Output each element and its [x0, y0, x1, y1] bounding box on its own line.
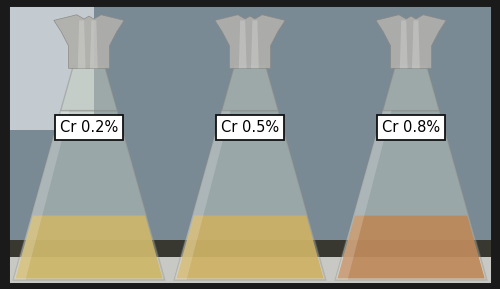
Polygon shape [14, 111, 164, 280]
Text: Cr 0.2%: Cr 0.2% [60, 120, 118, 135]
Polygon shape [78, 21, 86, 68]
Polygon shape [336, 111, 392, 280]
Text: Cr 0.5%: Cr 0.5% [221, 120, 279, 135]
Polygon shape [174, 111, 231, 280]
Polygon shape [90, 21, 98, 68]
Polygon shape [412, 21, 420, 68]
Polygon shape [338, 216, 484, 279]
Polygon shape [222, 66, 278, 111]
Polygon shape [174, 111, 326, 280]
Polygon shape [176, 216, 324, 279]
FancyBboxPatch shape [6, 3, 494, 286]
Polygon shape [336, 111, 486, 280]
Polygon shape [251, 21, 259, 68]
Text: Cr 0.8%: Cr 0.8% [382, 120, 440, 135]
Polygon shape [54, 15, 124, 68]
Polygon shape [382, 66, 440, 111]
Polygon shape [376, 15, 446, 68]
Polygon shape [60, 66, 118, 111]
Polygon shape [16, 216, 163, 279]
Polygon shape [14, 111, 70, 280]
Polygon shape [215, 15, 285, 68]
FancyBboxPatch shape [6, 240, 494, 257]
Polygon shape [400, 21, 407, 68]
Polygon shape [239, 21, 246, 68]
FancyBboxPatch shape [6, 252, 494, 286]
Polygon shape [6, 3, 94, 130]
